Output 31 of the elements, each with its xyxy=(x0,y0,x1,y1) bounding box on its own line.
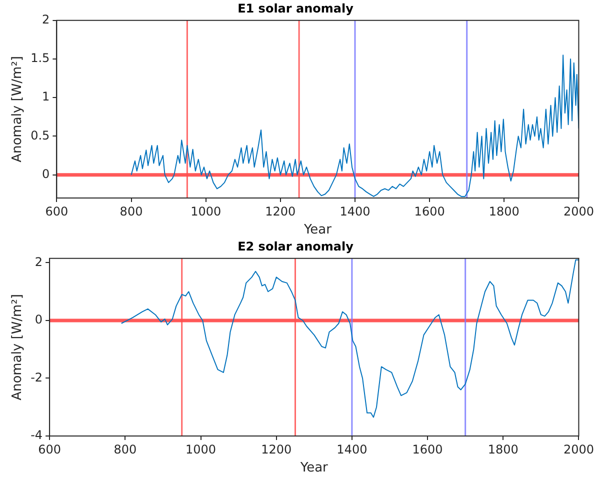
y-axis-title: Anomaly [W/m²] xyxy=(10,56,26,162)
x-tick-label: 600 xyxy=(38,442,62,456)
x-tick-label: 1000 xyxy=(185,442,216,456)
y-tick-label: 0.5 xyxy=(30,128,50,142)
x-tick-label: 1400 xyxy=(336,442,368,456)
x-tick-label: 1200 xyxy=(261,442,292,456)
y-tick-label: 1.5 xyxy=(30,51,50,66)
y-axis-title: Anomaly [W/m²] xyxy=(10,294,26,400)
x-tick-label: 800 xyxy=(120,204,143,218)
x-tick-label: 800 xyxy=(114,442,137,456)
x-tick-label: 1200 xyxy=(265,204,296,218)
chart-title: E1 solar anomaly xyxy=(238,1,354,16)
y-tick-label: -4 xyxy=(30,428,43,442)
x-tick-label: 1600 xyxy=(414,204,445,218)
chart-title: E2 solar anomaly xyxy=(238,239,354,254)
x-tick-label: 2000 xyxy=(563,442,594,456)
y-tick-label: 2 xyxy=(42,12,50,27)
x-tick-label: 1000 xyxy=(190,204,222,218)
x-tick-label: 1800 xyxy=(488,204,520,218)
y-tick-label: -2 xyxy=(30,370,43,384)
x-tick-label: 1800 xyxy=(488,442,518,456)
x-tick-label: 1400 xyxy=(340,204,370,218)
x-axis-title: Year xyxy=(302,222,332,238)
y-tick-label: 0 xyxy=(34,312,43,327)
y-tick-label: 0 xyxy=(42,166,50,181)
x-axis-title: Year xyxy=(299,460,329,476)
y-tick-label: 2 xyxy=(34,254,43,269)
x-tick-label: 1600 xyxy=(412,442,443,456)
y-tick-label: 1 xyxy=(42,90,50,104)
x-tick-label: 2000 xyxy=(563,204,594,218)
x-tick-label: 600 xyxy=(45,204,68,218)
